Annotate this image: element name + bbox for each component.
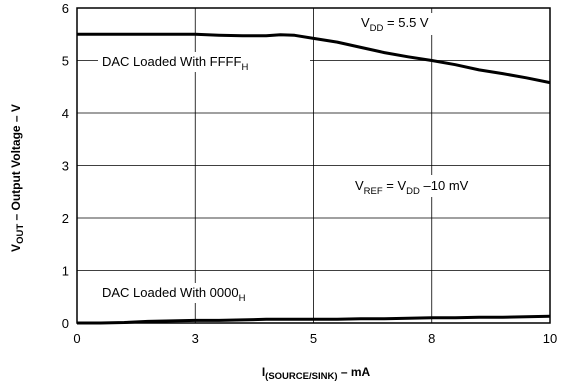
annotation-vdd: VDD = 5.5 V bbox=[361, 15, 429, 34]
annotations: VDD = 5.5 V DAC Loaded With FFFFH VREF =… bbox=[98, 13, 537, 304]
series-line-2 bbox=[77, 314, 551, 325]
x-tick-label: 10 bbox=[543, 331, 557, 346]
plot-frame bbox=[76, 7, 551, 324]
y-tick-label: 3 bbox=[62, 159, 69, 174]
tick-labels: 0 1 2 3 4 5 6 0 3 5 8 10 bbox=[62, 1, 557, 346]
y-tick-label: 0 bbox=[62, 316, 69, 331]
x-tick-label: 8 bbox=[428, 331, 435, 346]
x-axis-title: I(SOURCE/SINK) – mA bbox=[262, 365, 371, 382]
y-tick-label: 6 bbox=[62, 1, 69, 16]
annotation-ffff: DAC Loaded With FFFFH bbox=[102, 54, 248, 73]
y-axis-title: VOUT – Output Voltage – V bbox=[9, 104, 26, 252]
x-tick-label: 3 bbox=[192, 331, 199, 346]
annotation-zero: DAC Loaded With 0000H bbox=[102, 285, 246, 304]
x-tick-label: 5 bbox=[310, 331, 317, 346]
y-tick-label: 4 bbox=[62, 106, 69, 121]
y-tick-label: 5 bbox=[62, 54, 69, 69]
y-tick-label: 2 bbox=[62, 211, 69, 226]
annotation-vref: VREF = VDD –10 mV bbox=[355, 178, 469, 197]
y-tick-label: 1 bbox=[62, 264, 69, 279]
x-tick-label: 0 bbox=[73, 331, 80, 346]
series-line-1 bbox=[77, 32, 551, 85]
data-series bbox=[77, 32, 551, 325]
